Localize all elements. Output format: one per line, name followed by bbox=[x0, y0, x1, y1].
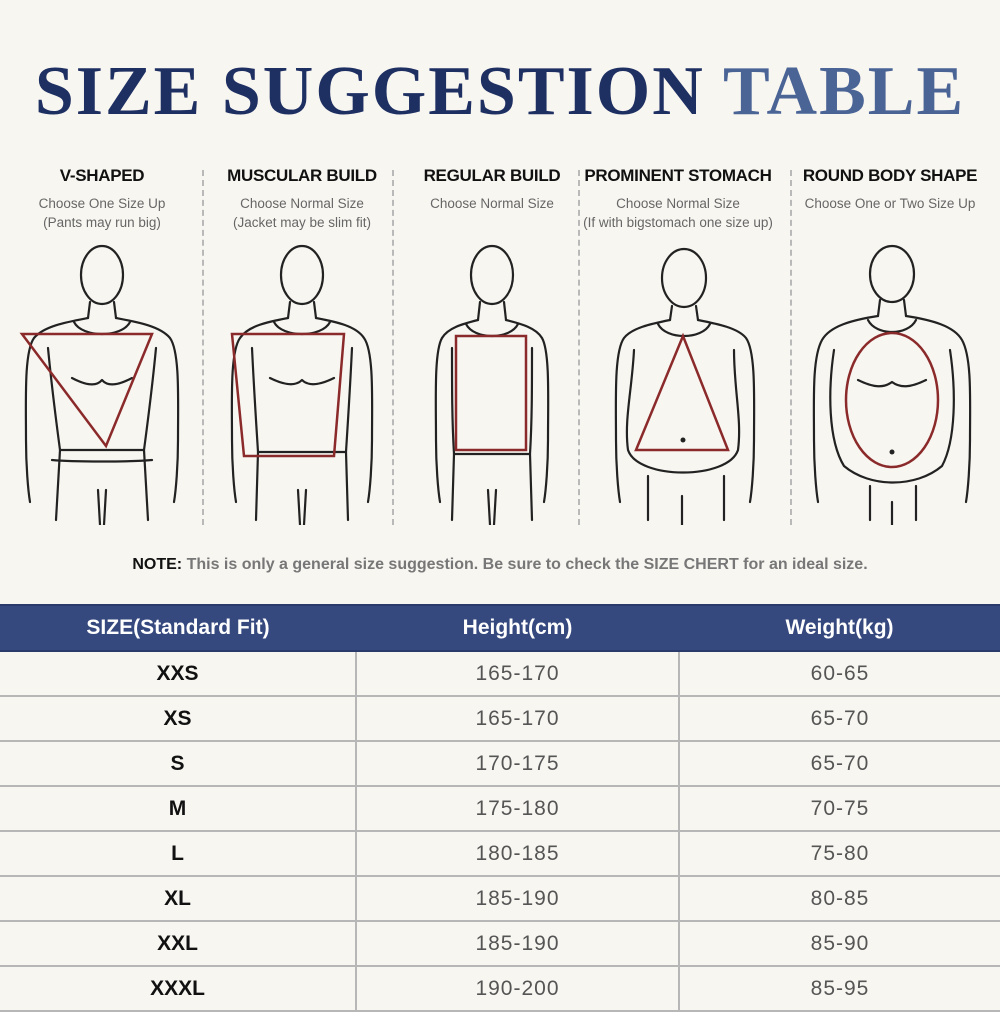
title-part-1: SIZE SUGGESTION bbox=[34, 53, 705, 130]
body-type-muscular-build: MUSCULAR BUILD Choose Normal Size (Jacke… bbox=[202, 160, 400, 530]
body-type-regular-build: REGULAR BUILD Choose Normal Size bbox=[392, 160, 590, 530]
header-size: SIZE(Standard Fit) bbox=[0, 604, 356, 652]
muscular-build-figure-icon bbox=[230, 244, 374, 525]
size-cell: XS bbox=[0, 696, 356, 742]
body-type-advice: Choose One or Two Size Up bbox=[804, 196, 976, 211]
weight-cell: 85-95 bbox=[678, 966, 1000, 1012]
size-cell: XXL bbox=[0, 921, 356, 967]
size-cell: M bbox=[0, 786, 356, 832]
title-part-2: TABLE bbox=[723, 53, 966, 130]
size-cell: L bbox=[0, 831, 356, 877]
body-type-note: (If with bigstomach one size up) bbox=[583, 215, 773, 230]
page-title: SIZE SUGGESTION TABLE bbox=[0, 52, 1000, 132]
size-cell: S bbox=[0, 741, 356, 787]
weight-cell: 60-65 bbox=[678, 651, 1000, 697]
height-cell: 190-200 bbox=[355, 966, 679, 1012]
v-shaped-figure-icon bbox=[19, 244, 180, 525]
height-cell: 165-170 bbox=[355, 651, 679, 697]
table-row: XL 185-190 80-85 bbox=[0, 876, 1000, 922]
weight-cell: 85-90 bbox=[678, 921, 1000, 967]
size-cell: XL bbox=[0, 876, 356, 922]
weight-cell: 65-70 bbox=[678, 696, 1000, 742]
table-row: L 180-185 75-80 bbox=[0, 831, 1000, 877]
weight-cell: 80-85 bbox=[678, 876, 1000, 922]
body-type-name: MUSCULAR BUILD bbox=[227, 166, 377, 185]
height-cell: 165-170 bbox=[355, 696, 679, 742]
size-table: SIZE(Standard Fit) Height(cm) Weight(kg)… bbox=[0, 604, 1000, 1012]
size-cell: XXS bbox=[0, 651, 356, 697]
weight-cell: 70-75 bbox=[678, 786, 1000, 832]
body-type-name: REGULAR BUILD bbox=[423, 166, 561, 185]
size-cell: XXXL bbox=[0, 966, 356, 1012]
regular-build-figure-icon bbox=[434, 244, 550, 525]
body-type-advice: Choose Normal Size bbox=[240, 196, 364, 211]
table-row: XXS 165-170 60-65 bbox=[0, 651, 1000, 697]
table-row: M 175-180 70-75 bbox=[0, 786, 1000, 832]
body-type-advice: Choose One Size Up bbox=[38, 196, 166, 211]
body-type-advice: Choose Normal Size bbox=[430, 196, 554, 211]
table-row: XXL 185-190 85-90 bbox=[0, 921, 1000, 967]
header-weight: Weight(kg) bbox=[679, 604, 1000, 652]
height-cell: 180-185 bbox=[355, 831, 679, 877]
table-header-row: SIZE(Standard Fit) Height(cm) Weight(kg) bbox=[0, 604, 1000, 652]
body-types-panel: V-SHAPED Choose One Size Up (Pants may r… bbox=[0, 160, 1000, 530]
body-type-note: (Pants may run big) bbox=[43, 215, 161, 230]
height-cell: 185-190 bbox=[355, 876, 679, 922]
body-type-prominent-stomach: PROMINENT STOMACH Choose Normal Size (If… bbox=[578, 160, 776, 530]
body-type-name: ROUND BODY SHAPE bbox=[802, 166, 978, 185]
table-row: S 170-175 65-70 bbox=[0, 741, 1000, 787]
body-type-name: PROMINENT STOMACH bbox=[584, 166, 772, 185]
body-type-note: (Jacket may be slim fit) bbox=[232, 215, 372, 230]
note-label: NOTE: bbox=[132, 556, 183, 573]
round-body-shape-figure-icon bbox=[812, 244, 972, 525]
height-cell: 170-175 bbox=[355, 741, 679, 787]
body-type-advice: Choose Normal Size bbox=[616, 196, 740, 211]
weight-cell: 65-70 bbox=[678, 741, 1000, 787]
table-row: XS 165-170 65-70 bbox=[0, 696, 1000, 742]
header-height: Height(cm) bbox=[356, 604, 679, 652]
table-row: XXXL 190-200 85-95 bbox=[0, 966, 1000, 1012]
height-cell: 175-180 bbox=[355, 786, 679, 832]
body-type-v-shaped: V-SHAPED Choose One Size Up (Pants may r… bbox=[4, 160, 200, 530]
note-text: This is only a general size suggestion. … bbox=[186, 556, 868, 573]
size-note: NOTE: This is only a general size sugges… bbox=[0, 556, 1000, 574]
weight-cell: 75-80 bbox=[678, 831, 1000, 877]
body-type-round-body-shape: ROUND BODY SHAPE Choose One or Two Size … bbox=[790, 160, 988, 530]
body-type-name: V-SHAPED bbox=[59, 166, 145, 185]
height-cell: 185-190 bbox=[355, 921, 679, 967]
prominent-stomach-figure-icon bbox=[614, 247, 756, 525]
